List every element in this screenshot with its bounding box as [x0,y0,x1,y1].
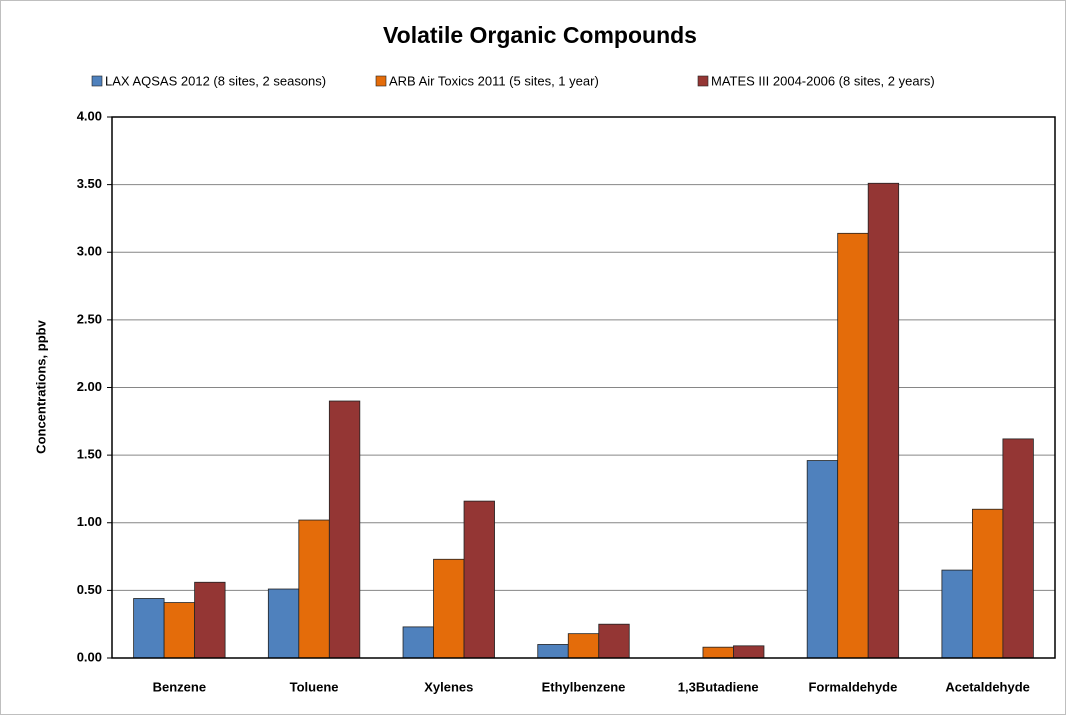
bar [402,626,434,659]
x-tick-label: Formaldehyde [808,679,897,694]
legend-swatch [375,75,387,87]
bar [702,646,734,659]
bar [806,460,839,659]
bar [267,588,300,659]
bar [537,644,569,659]
bar [598,623,630,659]
y-axis-title: Concentrations, ppbv [33,319,48,453]
bar [567,633,600,659]
bar [133,598,165,659]
bar [463,500,495,659]
plot-frame [111,116,1056,659]
bar [433,558,465,659]
bar [1002,438,1034,659]
y-tick-label: 1.50 [77,447,102,462]
bar [298,519,330,659]
bar [837,232,869,659]
legend-label: LAX AQSAS 2012 (8 sites, 2 seasons) [105,73,326,88]
y-tick-label: 2.50 [77,311,102,326]
x-tick-label: Xylenes [424,679,473,694]
y-tick-label: 3.50 [77,176,102,191]
legend-label: MATES III 2004-2006 (8 sites, 2 years) [711,73,935,88]
y-tick-label: 0.00 [77,649,102,664]
bar [867,182,900,659]
chart-title: Volatile Organic Compounds [383,22,697,48]
bar [733,645,765,659]
bar [163,602,196,659]
legend-swatch [91,75,103,87]
y-tick-label: 0.50 [77,582,102,597]
legend-swatch [697,75,709,87]
y-tick-label: 4.00 [77,108,102,123]
x-tick-label: Acetaldehyde [945,679,1030,694]
x-tick-label: Toluene [290,679,339,694]
x-tick-label: Benzene [153,679,206,694]
y-tick-label: 1.00 [77,514,102,529]
bar [971,508,1004,659]
x-tick-label: 1,3Butadiene [678,679,759,694]
legend-label: ARB Air Toxics 2011 (5 sites, 1 year) [389,73,599,88]
bar [194,581,226,659]
x-tick-label: Ethylbenzene [542,679,626,694]
bar [941,569,973,659]
bar [328,400,361,659]
y-tick-label: 2.00 [77,379,102,394]
y-tick-label: 3.00 [77,244,102,259]
